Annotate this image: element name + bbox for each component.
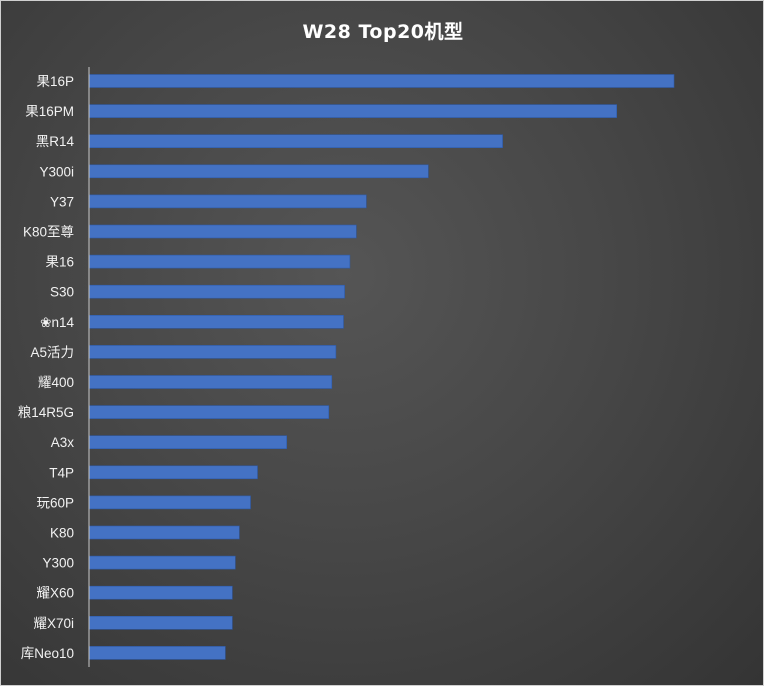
- bar-14: [88, 465, 258, 480]
- bar-13: [88, 435, 287, 450]
- bar-16: [88, 525, 240, 540]
- bar-19: [88, 615, 233, 630]
- category-label: ❀n14: [40, 315, 74, 330]
- bar-7: [88, 254, 351, 269]
- chart-title: W28 Top20机型: [302, 21, 464, 43]
- bar-10: [88, 345, 337, 359]
- category-label: T4P: [49, 465, 74, 480]
- category-label: Y37: [50, 194, 74, 209]
- category-label: Y300: [42, 556, 74, 571]
- category-label: 耀X70i: [33, 616, 74, 631]
- category-label: 果16: [45, 255, 74, 270]
- bar-20: [88, 646, 226, 660]
- category-label: 库Neo10: [21, 646, 74, 661]
- category-label: 果16P: [36, 74, 74, 89]
- bar-15: [88, 495, 251, 510]
- bar-3: [88, 134, 503, 148]
- bar-9: [88, 314, 344, 329]
- bar-11: [88, 375, 333, 389]
- bar-17: [88, 555, 236, 570]
- category-label: K80: [50, 526, 74, 541]
- category-label: A3x: [51, 435, 75, 450]
- category-label: 黑R14: [36, 134, 75, 149]
- category-label: 耀X60: [36, 586, 74, 601]
- bar-8: [88, 284, 345, 299]
- category-label: K80至尊: [23, 225, 74, 240]
- category-label: 粮14R5G: [18, 405, 74, 420]
- bar-12: [88, 405, 330, 419]
- bar-2: [88, 104, 618, 118]
- category-label: 果16PM: [25, 104, 74, 119]
- bar-5: [88, 194, 367, 209]
- category-label: 玩60P: [36, 495, 74, 510]
- bar-18: [88, 585, 233, 600]
- bar-1: [88, 74, 675, 88]
- category-label: 耀400: [38, 375, 74, 390]
- category-label: A5活力: [30, 345, 74, 360]
- bar-6: [88, 224, 357, 239]
- category-label: Y300i: [39, 164, 74, 179]
- category-label: S30: [50, 285, 74, 300]
- bar-4: [88, 164, 429, 179]
